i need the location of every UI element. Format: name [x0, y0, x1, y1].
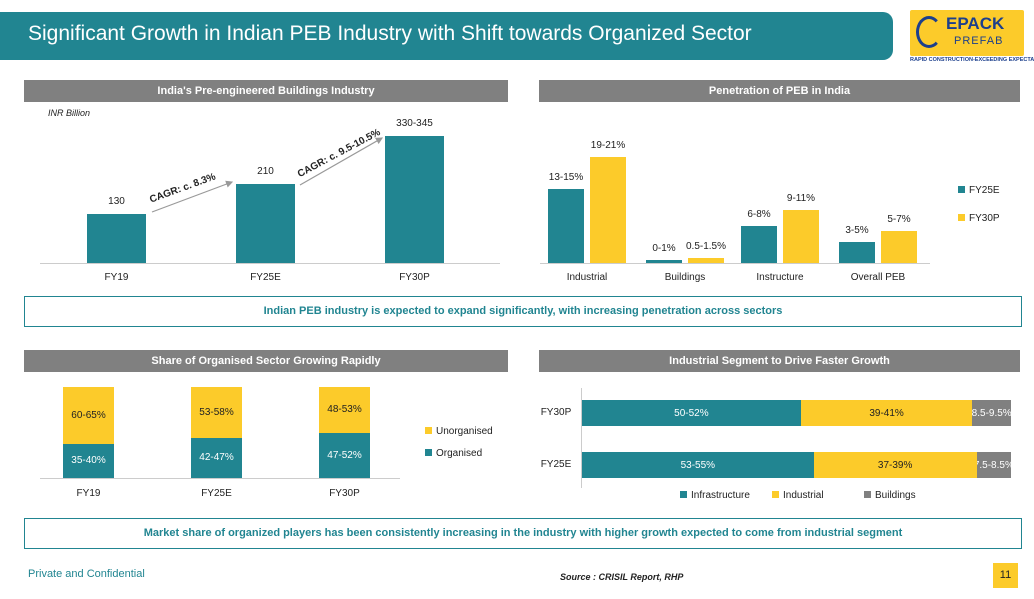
value-label: 330-345	[396, 118, 433, 130]
legend-Buildings: Buildings	[864, 490, 916, 501]
bar-FY30P-Instructure	[783, 210, 819, 263]
x-tick-label: FY19	[76, 488, 101, 499]
legend-label: Buildings	[875, 490, 916, 501]
chart2-axis	[540, 263, 930, 264]
unit-label: INR Billion	[48, 108, 91, 118]
x-tick-label: Buildings	[664, 272, 706, 283]
y-tick-label: FY25E	[540, 459, 572, 470]
value-label: 210	[257, 166, 274, 178]
chart2-title: Penetration of PEB in India	[539, 80, 1020, 102]
logo-text: EPACK	[946, 14, 1005, 33]
source-note: Source : CRISIL Report, RHP	[560, 572, 684, 582]
x-tick-label: Overall PEB	[850, 272, 906, 283]
chart3-title: Share of Organised Sector Growing Rapidl…	[24, 350, 508, 372]
cagr-arrows	[151, 137, 384, 213]
legend-label: Unorganised	[436, 426, 493, 437]
bar-FY25E-Instructure	[741, 225, 777, 263]
x-tick-label: FY30P	[329, 488, 360, 499]
legend-swatch	[772, 491, 779, 498]
callout-penetration: Indian PEB industry is expected to expan…	[24, 296, 1022, 327]
bar-unorganised: 48-53%	[319, 387, 370, 433]
value-label: 5-7%	[887, 214, 911, 226]
confidential-label: Private and Confidential	[28, 568, 145, 580]
legend-swatch	[958, 214, 965, 221]
legend-Infrastructure: Infrastructure	[680, 490, 750, 501]
logo-icon	[916, 16, 942, 48]
legend-swatch	[425, 449, 432, 456]
page-number: 11	[993, 563, 1018, 588]
bar-organised: 42-47%	[191, 437, 242, 478]
chart1-title: India's Pre-engineered Buildings Industr…	[24, 80, 508, 102]
value-label: 3-5%	[845, 224, 869, 236]
bar-FY25E-Overall PEB	[839, 241, 875, 263]
legend-swatch	[425, 427, 432, 434]
value-label: 13-15%	[548, 171, 584, 183]
bar-Buildings: 7.5-8.5%	[976, 452, 1011, 478]
bar-organised: 47-52%	[319, 432, 370, 478]
epack-logo: EPACK PREFAB	[910, 10, 1024, 56]
legend-label: Infrastructure	[691, 490, 750, 501]
value-label: 130	[108, 196, 125, 208]
logo-tagline: RAPID CONSTRUCTION-EXCEEDING EXPECTATION…	[910, 57, 1034, 63]
bar-Infrastructure: 53-55%	[582, 452, 814, 478]
bar-FY25E-Industrial	[548, 188, 584, 263]
x-tick-label: FY25E	[250, 272, 281, 283]
legend-Unorganised: Unorganised	[425, 426, 493, 437]
slide-title: Significant Growth in Indian PEB Industr…	[0, 12, 893, 60]
value-label: 19-21%	[590, 140, 626, 151]
legend-FY25E: FY25E	[958, 185, 1000, 196]
value-label: 6-8%	[747, 208, 771, 220]
x-tick-label: FY25E	[201, 488, 232, 499]
x-tick-label: Industrial	[566, 272, 608, 283]
x-tick-label: FY30P	[399, 272, 430, 283]
bar-FY30P	[385, 136, 444, 263]
bar-FY25E	[236, 184, 295, 263]
value-label: 0-1%	[652, 243, 676, 254]
chart1-axis	[40, 263, 500, 264]
bar-Industrial: 37-39%	[813, 452, 977, 478]
bar-Buildings: 8.5-9.5%	[972, 400, 1011, 426]
value-label: 0.5-1.5%	[685, 240, 727, 252]
legend-Industrial: Industrial	[772, 490, 824, 501]
bar-unorganised: 53-58%	[191, 387, 242, 438]
y-tick-label: FY30P	[540, 407, 572, 418]
x-tick-label: Instructure	[756, 272, 804, 283]
bar-Infrastructure: 50-52%	[582, 400, 801, 426]
legend-label: FY30P	[969, 213, 1000, 224]
legend-swatch	[680, 491, 687, 498]
legend-Organised: Organised	[425, 448, 482, 459]
bar-FY30P-Overall PEB	[881, 231, 917, 263]
chart4-title: Industrial Segment to Drive Faster Growt…	[539, 350, 1020, 372]
x-tick-label: FY19	[104, 272, 129, 283]
legend-FY30P: FY30P	[958, 213, 1000, 224]
bar-FY25E-Buildings	[646, 260, 682, 263]
chart3-axis	[40, 478, 400, 479]
bar-FY30P-Industrial	[590, 157, 626, 263]
legend-label: Industrial	[783, 490, 824, 501]
legend-label: FY25E	[969, 185, 1000, 196]
legend-label: Organised	[436, 448, 483, 459]
bar-unorganised: 60-65%	[63, 387, 114, 444]
bar-Industrial: 39-41%	[800, 400, 973, 426]
bar-organised: 35-40%	[63, 443, 114, 478]
logo-subtext: PREFAB	[954, 35, 1004, 47]
chart4-axis	[581, 388, 582, 488]
value-label: 9-11%	[786, 193, 816, 204]
callout-market-share: Market share of organized players has be…	[24, 518, 1022, 549]
legend-swatch	[864, 491, 871, 498]
bar-FY19	[87, 214, 146, 263]
bar-FY30P-Buildings	[688, 257, 724, 263]
legend-swatch	[958, 186, 965, 193]
